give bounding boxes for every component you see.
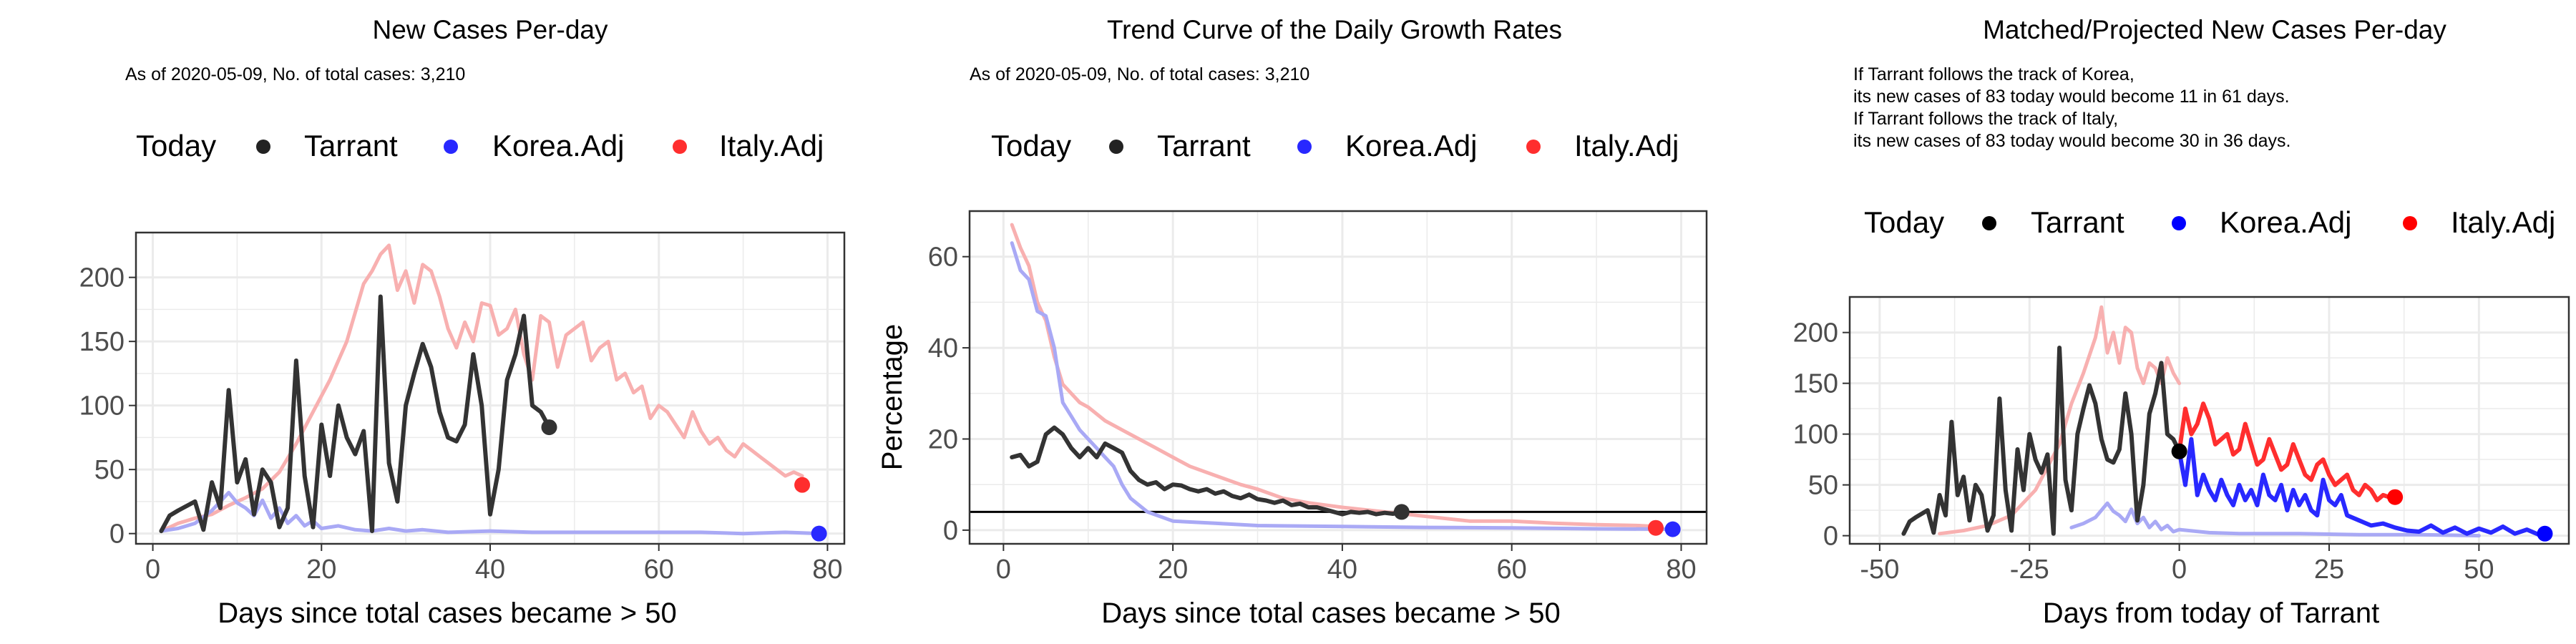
x-tick-label: 20: [1158, 555, 1188, 585]
series-line-italy-adj-faded: [1010, 223, 1658, 529]
chart-2-ylabel: Percentage: [877, 324, 908, 471]
chart-2-title: Trend Curve of the Daily Growth Rates: [1107, 15, 1562, 44]
end-point-tarrant: [1393, 504, 1410, 520]
panel-border: [1848, 296, 2570, 545]
series-line-tarrant: [1010, 425, 1404, 517]
chart-2-subtitle: As of 2020-05-09, No. of total cases: 3,…: [970, 64, 1309, 84]
legend-label-italy: Italy.Adj: [1574, 129, 1679, 162]
note-line: its new cases of 83 today would become 1…: [1853, 87, 2290, 107]
end-point-korea-adj: [1664, 521, 1681, 537]
series-line-tarrant: [1901, 346, 2182, 536]
legend-swatch-korea: [2172, 216, 2186, 230]
x-tick-label: 80: [812, 555, 842, 585]
series-line-italy-adj-projected: [2177, 401, 2398, 502]
x-tick-label: 40: [475, 555, 505, 585]
chart-3-notes: If Tarrant follows the track of Korea, i…: [1853, 64, 2290, 151]
legend-swatch-tarrant: [1982, 216, 1996, 230]
end-point-tarrant: [2171, 443, 2187, 459]
x-tick-label: 50: [2464, 555, 2494, 585]
x-tick-label: 0: [2172, 555, 2187, 585]
chart-1-xlabel: Days since total cases became > 50: [218, 597, 676, 629]
legend-swatch-tarrant: [256, 140, 270, 154]
legend-swatch-italy: [1526, 140, 1541, 154]
x-tick-label: 40: [1327, 555, 1357, 585]
x-tick-label: -25: [2010, 555, 2049, 585]
chart-3-legend: Today Tarrant Korea.Adj Italy.Adj: [1864, 205, 2555, 239]
y-tick-label: 60: [928, 243, 958, 273]
legend-swatch-korea: [1297, 140, 1312, 154]
series-line-tarrant: [159, 294, 552, 534]
y-tick-label: 50: [1808, 471, 1838, 501]
y-tick-label: 40: [928, 333, 958, 364]
y-tick-label: 200: [79, 263, 125, 293]
y-tick-label: 100: [1793, 420, 1838, 450]
y-tick-label: 50: [94, 455, 125, 485]
legend-title: Today: [136, 129, 216, 162]
legend-label-italy: Italy.Adj: [719, 129, 824, 162]
x-tick-label: 80: [1666, 555, 1696, 585]
legend-label-italy: Italy.Adj: [2451, 205, 2555, 239]
y-tick-label: 200: [1793, 318, 1838, 348]
y-tick-label: 0: [1823, 522, 1838, 552]
end-point-italy-adj: [2387, 489, 2404, 505]
note-line: If Tarrant follows the track of Korea,: [1853, 64, 2135, 84]
end-point-italy-adj: [794, 477, 811, 493]
series-line-korea-adj-faded: [159, 490, 821, 536]
chart-2-xlabel: Days since total cases became > 50: [1101, 597, 1560, 629]
series-line-italy-adj-faded: [159, 243, 804, 533]
chart-projected-cases: Matched/Projected New Cases Per-day If T…: [1735, 0, 2576, 644]
end-point-korea-adj: [2537, 525, 2553, 542]
panel-border: [968, 210, 1708, 545]
x-tick-label: 25: [2314, 555, 2344, 585]
end-point-tarrant: [541, 419, 557, 436]
legend-title: Today: [991, 129, 1071, 162]
series-line-italy-adj-faded: [1938, 305, 2182, 536]
note-line: its new cases of 83 today would become 3…: [1853, 131, 2290, 151]
x-tick-label: 0: [996, 555, 1011, 585]
x-tick-label: 60: [1497, 555, 1527, 585]
chart-2-plot: 0 20 40 60 80 0 20 40 60: [928, 210, 1708, 585]
legend-swatch-korea: [444, 140, 458, 154]
end-point-italy-adj: [1647, 519, 1664, 536]
note-line: If Tarrant follows the track of Italy,: [1853, 109, 2118, 129]
chart-3-svg: Matched/Projected New Cases Per-day If T…: [1793, 15, 2570, 629]
legend-swatch-tarrant: [1109, 140, 1123, 154]
chart-1-title: New Cases Per-day: [372, 15, 608, 44]
legend-label-tarrant: Tarrant: [1157, 129, 1251, 162]
legend-label-korea: Korea.Adj: [1345, 129, 1477, 162]
end-point-korea-adj: [811, 525, 827, 542]
y-tick-label: 150: [79, 327, 125, 357]
y-tick-label: 150: [1793, 369, 1838, 399]
chart-1-plot: 0 20 40 60 80 0 50 100 150 200: [79, 231, 846, 585]
series-line-korea-adj-projected: [2177, 436, 2547, 537]
chart-1-legend: Today Tarrant Korea.Adj Italy.Adj: [136, 129, 824, 162]
legend-label-korea: Korea.Adj: [2220, 205, 2351, 239]
x-tick-label: -50: [1860, 555, 1899, 585]
chart-growth-rates: Trend Curve of the Daily Growth Rates As…: [852, 0, 1735, 644]
panel-border: [135, 231, 846, 545]
chart-1-svg: New Cases Per-day As of 2020-05-09, No. …: [79, 15, 846, 629]
x-tick-label: 0: [145, 555, 160, 585]
legend-title: Today: [1864, 205, 1944, 239]
legend-label-tarrant: Tarrant: [2031, 205, 2124, 239]
x-tick-label: 20: [306, 555, 336, 585]
legend-label-korea: Korea.Adj: [492, 129, 624, 162]
y-tick-label: 0: [109, 519, 125, 550]
x-tick-label: 60: [644, 555, 674, 585]
chart-2-svg: Trend Curve of the Daily Growth Rates As…: [877, 15, 1708, 629]
legend-swatch-italy: [2403, 216, 2417, 230]
chart-new-cases-per-day: New Cases Per-day As of 2020-05-09, No. …: [0, 0, 852, 644]
chart-3-title: Matched/Projected New Cases Per-day: [1983, 15, 2446, 44]
chart-3-plot: -50 -25 0 25 50 0 50 100 150 200: [1793, 296, 2570, 585]
series-line-korea-adj-faded: [2069, 501, 2481, 538]
chart-2-legend: Today Tarrant Korea.Adj Italy.Adj: [991, 129, 1679, 162]
chart-1-subtitle: As of 2020-05-09, No. of total cases: 3,…: [125, 64, 465, 84]
y-tick-label: 20: [928, 424, 958, 454]
legend-label-tarrant: Tarrant: [304, 129, 398, 162]
y-tick-label: 0: [943, 516, 958, 546]
y-tick-label: 100: [79, 391, 125, 421]
chart-3-xlabel: Days from today of Tarrant: [2043, 597, 2380, 629]
series-line-korea-adj-faded: [1010, 241, 1675, 532]
legend-swatch-italy: [673, 140, 687, 154]
